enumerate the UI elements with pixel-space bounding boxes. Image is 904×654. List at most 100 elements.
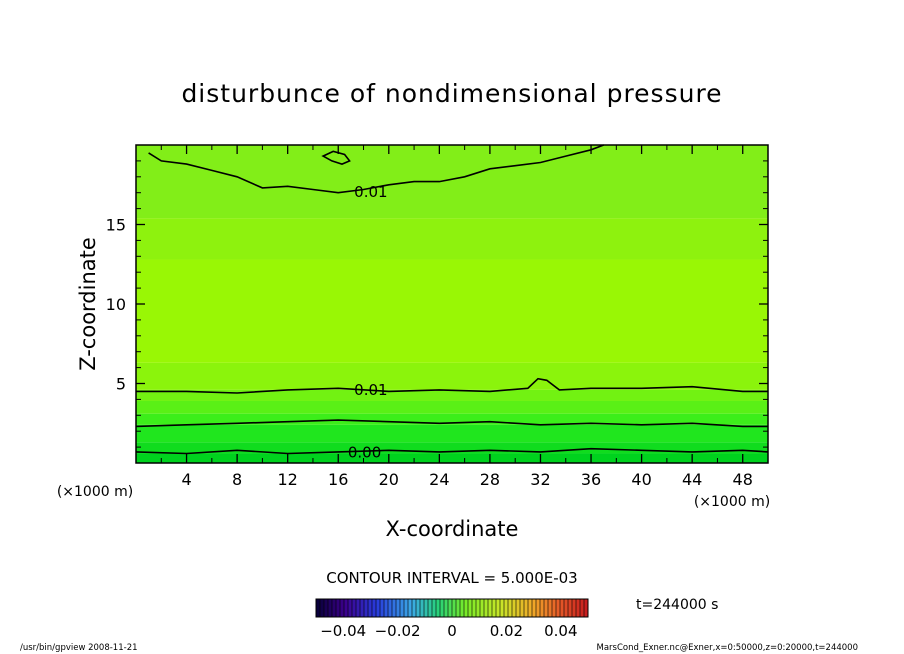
contour-interval-label: CONTOUR INTERVAL = 5.000E-03 — [326, 569, 577, 587]
colorbar-cell — [360, 599, 365, 617]
colorbar-cell — [504, 599, 509, 617]
x-axis-label: X-coordinate — [386, 517, 519, 541]
x-tick-label-5: 24 — [429, 470, 449, 489]
colorbar-cell — [344, 599, 349, 617]
x-tick-label-8: 36 — [581, 470, 601, 489]
y-tick-label-2: 15 — [106, 216, 126, 235]
contour-band-1 — [136, 442, 768, 454]
colorbar-cell — [416, 599, 421, 617]
colorbar-cell — [420, 599, 425, 617]
colorbar-cell — [472, 599, 477, 617]
colorbar-cell — [324, 599, 329, 617]
x-tick-label-7: 32 — [530, 470, 550, 489]
time-label: t=244000 s — [636, 597, 718, 613]
colorbar-cell — [448, 599, 453, 617]
contour-band-3 — [136, 413, 768, 425]
colorbar-cell — [556, 599, 561, 617]
colorbar-cell — [348, 599, 353, 617]
y-tick-label-0: 5 — [116, 375, 126, 394]
x-axis-unit: (×1000 m) — [694, 494, 770, 510]
colorbar-cell — [468, 599, 473, 617]
contour-band-8 — [136, 218, 768, 260]
colorbar-cell — [316, 599, 321, 617]
contour-band-7 — [136, 259, 768, 363]
colorbar-cell — [580, 599, 585, 617]
colorbar-cell — [332, 599, 337, 617]
colorbar-cell — [520, 599, 525, 617]
colorbar-tick-label-2: 0 — [447, 622, 457, 640]
colorbar-cell — [500, 599, 505, 617]
colorbar-cell — [508, 599, 513, 617]
colorbar-cell — [480, 599, 485, 617]
colorbar-cell — [412, 599, 417, 617]
contour-lines: 0.00 0.01 0.01 — [135, 144, 769, 462]
colorbar-cell — [532, 599, 537, 617]
x-tick-label-11: 48 — [733, 470, 753, 489]
colorbar-tick-label-1: −0.02 — [375, 622, 421, 640]
contour-band-4 — [136, 400, 768, 414]
colorbar-cell — [424, 599, 429, 617]
colorbar-cell — [552, 599, 557, 617]
colorbar-tick-label-3: 0.02 — [490, 622, 523, 640]
contour-band-5 — [136, 389, 768, 401]
colorbar-cell — [460, 599, 465, 617]
y-tick-label-1: 10 — [106, 295, 126, 314]
colorbar — [315, 599, 589, 617]
colorbar-cell — [400, 599, 405, 617]
x-tick-label-6: 28 — [480, 470, 500, 489]
colorbar-cell — [428, 599, 433, 617]
colorbar-cell — [456, 599, 461, 617]
colorbar-cell — [352, 599, 357, 617]
colorbar-tick-label-4: 0.04 — [544, 622, 577, 640]
colorbar-cell — [388, 599, 393, 617]
colorbar-cell — [368, 599, 373, 617]
x-tick-label-3: 16 — [328, 470, 348, 489]
contour-line-3 — [148, 144, 604, 194]
contour-line-2 — [136, 377, 768, 394]
colorbar-cell — [560, 599, 565, 617]
colorbar-cell — [356, 599, 361, 617]
colorbar-cell — [436, 599, 441, 617]
colorbar-cell — [408, 599, 413, 617]
contour-band-2 — [136, 424, 768, 443]
colorbar-cell — [404, 599, 409, 617]
colorbar-cell — [492, 599, 497, 617]
colorbar-cell — [444, 599, 449, 617]
contour-label-0: 0.00 — [348, 444, 381, 462]
colorbar-cell — [376, 599, 381, 617]
colorbar-cell — [372, 599, 377, 617]
colorbar-cell — [432, 599, 437, 617]
colorbar-cell — [564, 599, 569, 617]
colorbar-cell — [336, 599, 341, 617]
colorbar-cell — [512, 599, 517, 617]
contour-band-9 — [136, 145, 768, 219]
x-tick-label-9: 40 — [631, 470, 651, 489]
colorbar-cell — [496, 599, 501, 617]
colorbar-cell — [484, 599, 489, 617]
y-axis-unit: (×1000 m) — [57, 484, 133, 500]
colorbar-cell — [464, 599, 469, 617]
contour-line-0 — [135, 447, 769, 455]
colorbar-cell — [584, 599, 589, 617]
contour-band-0 — [136, 453, 768, 463]
y-axis-ticks: 5 10 15 — [106, 160, 768, 448]
colorbar-cell — [548, 599, 553, 617]
colorbar-cell — [516, 599, 521, 617]
colorbar-cell — [364, 599, 369, 617]
colorbar-cell — [328, 599, 333, 617]
x-tick-label-0: 4 — [181, 470, 191, 489]
colorbar-frame — [315, 598, 589, 618]
footer-left: /usr/bin/gpview 2008-11-21 — [20, 643, 138, 653]
x-tick-label-4: 20 — [379, 470, 399, 489]
closed-contour-0 — [321, 150, 351, 165]
chart-title: disturbunce of nondimensional pressure — [181, 79, 722, 108]
x-axis-ticks: 4 8 12 16 20 24 28 32 36 40 44 48 — [160, 145, 753, 489]
x-tick-label-1: 8 — [232, 470, 242, 489]
colorbar-tick-labels: −0.04 −0.02 0 0.02 0.04 — [320, 622, 577, 640]
contour-band-6 — [136, 362, 768, 390]
x-tick-label-10: 44 — [682, 470, 702, 489]
x-tick-label-2: 12 — [278, 470, 298, 489]
colorbar-cell — [440, 599, 445, 617]
colorbar-tick-label-0: −0.04 — [320, 622, 366, 640]
